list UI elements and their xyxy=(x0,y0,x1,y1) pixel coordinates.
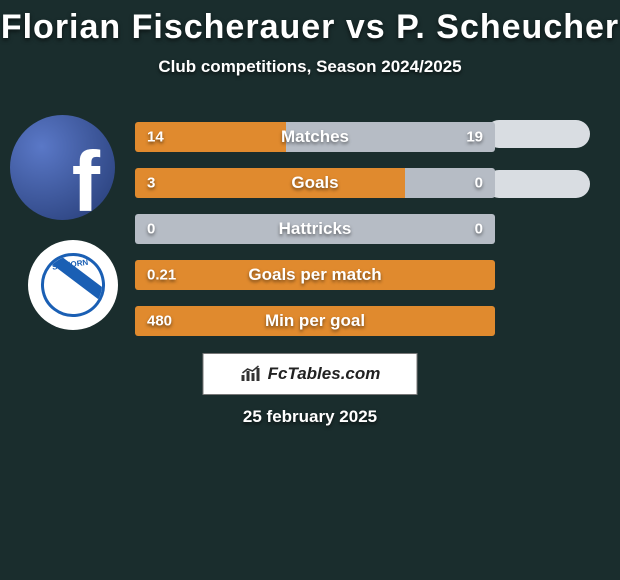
date-text: 25 february 2025 xyxy=(243,407,377,427)
stat-right-value: 19 xyxy=(466,129,483,146)
stat-left-value: 0.21 xyxy=(147,267,176,284)
watermark-text: FcTables.com xyxy=(268,364,381,384)
stat-right-value: 0 xyxy=(475,175,483,192)
player-pill xyxy=(485,120,590,148)
page-title: Florian Fischerauer vs P. Scheucher xyxy=(0,0,620,47)
subtitle: Club competitions, Season 2024/2025 xyxy=(0,57,620,77)
watermark: FcTables.com xyxy=(203,353,418,395)
stat-bars: 14 19 Matches 3 0 Goals 0 0 Hattricks 0.21 Goals p… xyxy=(135,122,495,352)
stat-label: Matches xyxy=(281,127,349,147)
left-avatars: f SV HORN xyxy=(10,115,120,330)
stat-bar-left-fill xyxy=(135,168,405,198)
stat-left-value: 480 xyxy=(147,313,172,330)
right-pills xyxy=(485,120,600,220)
club-logo: SV HORN xyxy=(28,240,118,330)
stat-bar-row: 3 0 Goals xyxy=(135,168,495,198)
player-pill xyxy=(485,170,590,198)
chart-icon xyxy=(240,365,262,383)
stat-left-value: 14 xyxy=(147,129,164,146)
stat-label: Goals xyxy=(291,173,338,193)
stat-bar-row: 0 0 Hattricks xyxy=(135,214,495,244)
stat-left-value: 3 xyxy=(147,175,155,192)
stat-label: Min per goal xyxy=(265,311,365,331)
stat-label: Hattricks xyxy=(279,219,352,239)
stat-bar-row: 0.21 Goals per match xyxy=(135,260,495,290)
facebook-icon: f xyxy=(10,115,115,220)
stat-right-value: 0 xyxy=(475,221,483,238)
stat-left-value: 0 xyxy=(147,221,155,238)
stat-bar-row: 14 19 Matches xyxy=(135,122,495,152)
stat-label: Goals per match xyxy=(248,265,381,285)
stat-bar-row: 480 Min per goal xyxy=(135,306,495,336)
